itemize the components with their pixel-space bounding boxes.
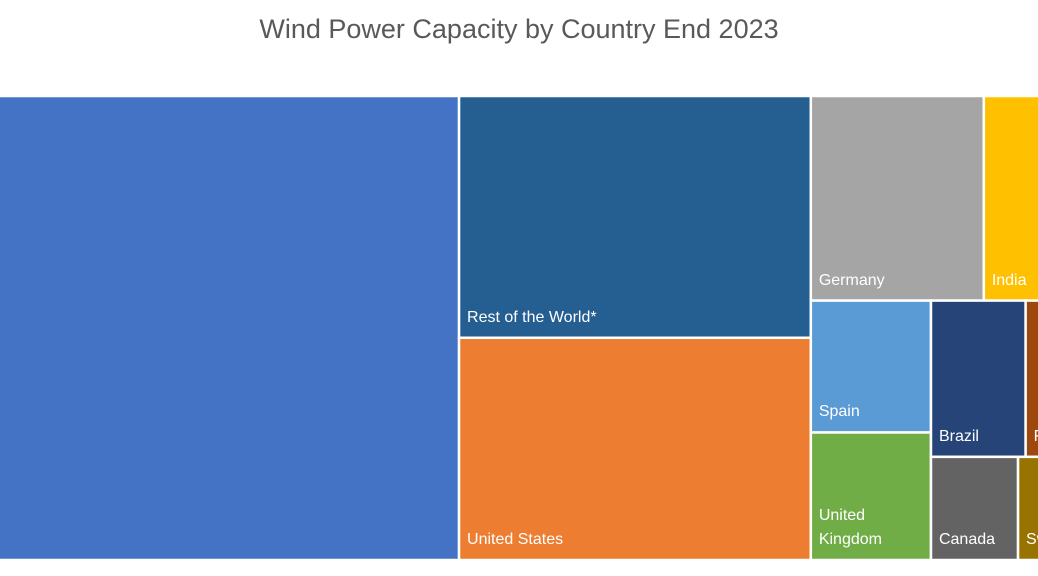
cell-label: France [1026,301,1038,457]
cell-label: Brazil [938,427,979,445]
treemap-cell [457,336,813,562]
treemap-cell [929,299,1027,459]
treemap-cell [809,431,933,562]
cell-label: United Kingdom [818,506,882,548]
cell-label: Canada [938,530,996,548]
treemap-cell [809,94,986,302]
cell-label: Sweden [1026,530,1038,548]
treemap-cell [809,299,933,434]
cell-label: Rest of the World* [467,308,597,326]
treemap-cell [1016,455,1038,562]
treemap-cell [1024,299,1038,459]
cell-label: India [991,271,1027,289]
treemap-cell [0,94,461,562]
treemap-cell [982,94,1038,302]
chart-title: Wind Power Capacity by Country End 2023 [259,14,779,44]
treemap-cell [929,455,1020,562]
cell-label: Germany [818,271,885,289]
cell-label: Spain [818,403,860,421]
cell-label: United States [467,530,564,548]
